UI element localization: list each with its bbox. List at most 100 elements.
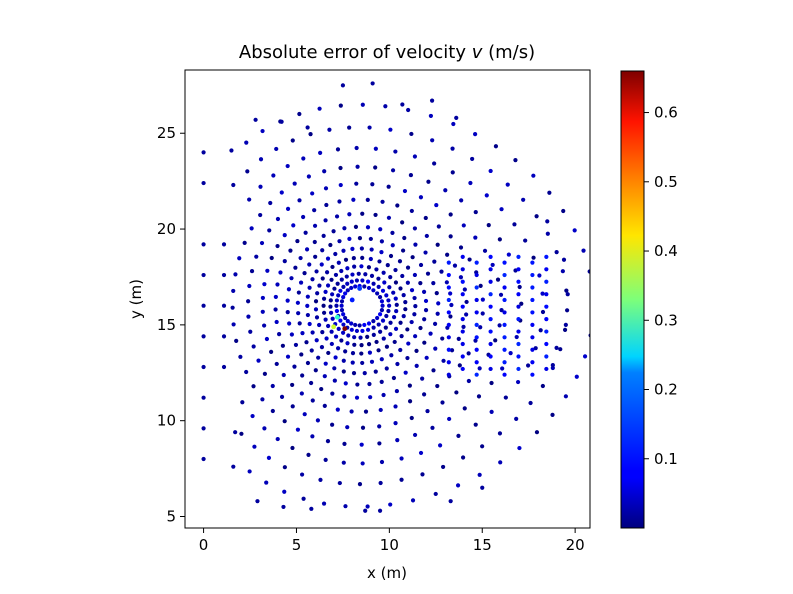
data-point [322,374,327,379]
data-point [373,146,378,151]
data-point [547,190,552,195]
data-point [312,223,318,228]
data-point [388,275,393,280]
data-point [489,409,494,414]
data-point [291,223,296,228]
data-point [474,310,479,315]
data-point [313,254,318,259]
data-point [399,334,404,339]
data-point [488,341,493,347]
data-point [514,334,519,340]
data-point [269,349,274,354]
data-point [338,182,343,188]
data-point [326,323,331,329]
data-point [447,416,452,422]
data-point [335,147,341,152]
data-point [377,441,382,446]
data-point [307,285,312,290]
data-point [412,226,417,231]
data-point [398,286,403,291]
data-point [497,431,503,436]
data-point [480,485,485,490]
data-point [297,321,302,326]
data-point [432,161,437,166]
data-point [293,265,298,270]
data-point [588,333,590,338]
data-point [314,315,320,320]
data-point [409,288,415,293]
data-point [376,322,381,327]
data-point [285,354,291,359]
data-point [337,480,342,486]
data-point [371,325,376,330]
data-point [312,208,317,213]
data-point [349,285,354,291]
data-point [393,267,398,273]
data-point [335,281,340,286]
data-point [343,291,348,296]
data-point [332,286,337,291]
data-point [381,336,386,341]
data-point [333,334,339,339]
data-point [286,287,292,292]
colorbar [620,70,645,529]
data-point [480,311,485,316]
data-point [359,442,364,447]
data-point [320,248,325,253]
data-point [455,483,461,488]
data-point [484,193,489,198]
data-point [265,268,270,273]
data-point [300,330,305,336]
data-point [324,336,329,341]
data-point [451,121,456,127]
data-point [252,444,257,449]
data-point [345,266,350,271]
data-point [290,138,295,143]
data-point [274,319,279,325]
data-point [460,329,465,334]
data-point [421,289,427,294]
data-point [473,235,478,240]
data-point [405,265,411,270]
data-point [315,418,320,423]
data-point [564,288,569,293]
data-point [464,299,469,305]
data-point [316,355,321,360]
data-point [367,381,372,387]
data-point [317,322,322,328]
data-point [362,371,367,376]
data-point [379,239,384,244]
data-point [342,394,347,399]
data-point [393,296,398,301]
data-point [391,315,397,320]
data-point [312,239,317,245]
data-point [516,366,521,372]
data-point [349,279,354,284]
data-point [305,312,310,318]
data-point [349,409,354,414]
data-point [379,357,384,362]
data-point [384,313,389,319]
data-point [433,491,438,497]
data-point [334,214,340,219]
data-point [561,208,566,214]
data-point [383,104,388,109]
data-point [425,408,430,414]
data-point [274,146,279,152]
data-point [516,354,521,359]
data-point [201,334,206,339]
data-point [395,361,400,367]
data-point [365,334,370,339]
data-point [561,257,567,262]
data-point [233,430,238,435]
data-point [354,328,360,334]
data-point [273,294,278,300]
data-point [544,267,549,272]
data-point [320,330,325,335]
data-point [351,256,356,261]
data-point [544,341,549,347]
data-point [530,335,535,340]
data-point [516,304,521,309]
data-point [380,318,386,323]
